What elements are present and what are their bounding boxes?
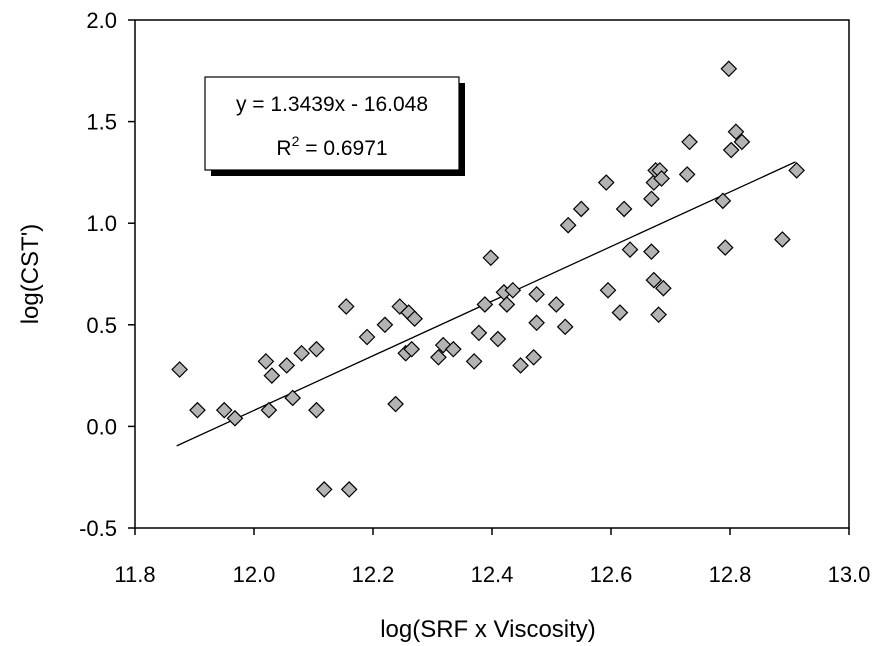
data-point [226,409,244,427]
data-point [482,249,500,267]
r-squared-superscript: 2 [292,133,300,149]
data-point [189,401,206,419]
data-point [403,340,421,358]
data-point [645,271,663,289]
data-point [476,296,494,313]
r-squared-label: R [276,137,291,160]
y-tick-label: -0.5 [79,516,117,541]
data-point [215,401,233,419]
data-point [727,123,745,141]
data-point [547,296,565,313]
data-point [655,279,672,297]
data-point [444,340,462,358]
data-point [653,170,670,187]
data-point [643,190,660,208]
data-point [489,330,507,348]
data-point [260,401,278,419]
x-tick-label: 12.8 [709,562,752,587]
data-point [406,310,423,328]
y-axis-title: log(CST') [17,224,44,325]
y-axis: -0.5 0.0 0.5 1.0 1.5 2.0 [79,8,135,541]
x-tick-label: 12.0 [233,562,276,587]
data-point [720,60,738,78]
data-point [171,361,188,378]
data-point [599,281,617,299]
x-tick-label: 12.6 [590,562,633,587]
data-point [716,239,734,256]
data-point [465,353,483,370]
x-tick-label: 12.4 [471,562,514,587]
y-tick-label: 1.5 [86,110,117,135]
data-point [470,324,488,342]
data-point [308,401,325,419]
equation-box: y = 1.3439x - 16.048 R2 = 0.6971 [204,76,465,176]
data-point [615,200,633,218]
r-squared-value: = 0.6971 [299,137,387,160]
data-points [171,60,805,498]
data-point [358,328,376,346]
data-point [498,296,516,313]
data-point [340,481,358,498]
x-axis: 11.8 12.0 12.2 12.4 12.6 12.8 13.0 [114,528,870,587]
data-point [504,281,522,299]
data-point [556,318,574,336]
data-point [722,141,740,159]
data-point [733,133,751,151]
y-tick-label: 0.5 [86,313,117,338]
data-point [387,395,404,413]
data-point [528,285,545,303]
data-point [315,481,333,498]
data-point [278,357,296,374]
equation-text: y = 1.3439x - 16.048 [236,93,428,116]
y-tick-label: 1.0 [86,211,117,236]
data-point [293,344,310,362]
data-point [650,306,667,323]
data-point [774,231,791,248]
data-point [430,348,447,366]
data-point [788,162,805,179]
x-axis-title: log(SRF x Viscosity) [380,616,596,643]
equation-box-frame [204,76,460,171]
data-point [528,314,545,332]
data-point [559,216,577,234]
data-point [263,367,281,384]
data-point [512,357,529,374]
data-point [308,340,325,358]
data-point [597,174,615,191]
data-point [257,353,275,370]
data-point [525,348,542,366]
x-tick-label: 13.0 [828,562,871,587]
y-tick-label: 0.0 [86,414,117,439]
x-tick-label: 12.2 [352,562,395,587]
y-tick-label: 2.0 [86,8,117,33]
data-point [621,241,639,258]
data-point [611,304,629,321]
x-tick-label: 11.8 [114,562,155,587]
data-point [681,133,698,151]
data-point [376,316,394,334]
r-squared-text: R2 = 0.6971 [276,133,387,160]
data-point [714,192,732,210]
data-point [678,166,696,183]
data-point [284,389,302,407]
data-point [337,298,355,315]
data-point [643,243,660,260]
data-point [572,200,590,218]
